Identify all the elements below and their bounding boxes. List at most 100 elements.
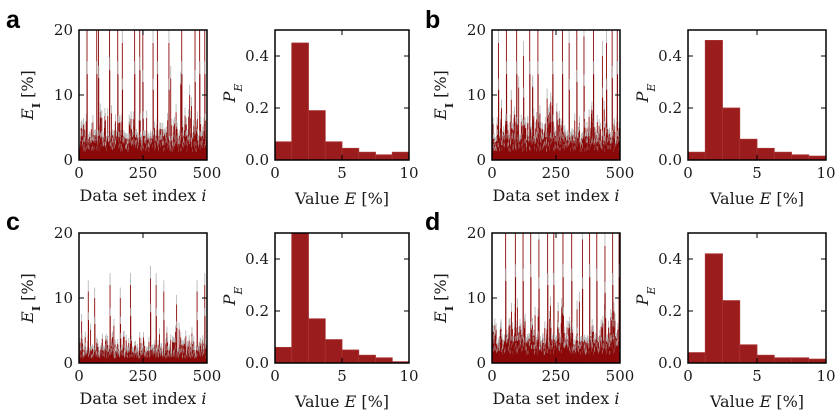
error-bar: [601, 340, 603, 345]
error-bar: [148, 133, 150, 139]
error-bar: [570, 131, 572, 137]
data-bar: [549, 305, 551, 363]
data-bar: [508, 326, 510, 363]
error-bar: [163, 280, 165, 292]
error-bar: [530, 321, 532, 329]
error-bar: [120, 348, 122, 353]
data-bar: [557, 125, 559, 160]
error-bar: [565, 333, 567, 339]
error-bar: [95, 131, 97, 137]
error-bar: [537, 128, 539, 134]
error-bar: [506, 113, 508, 122]
histogram-bar: [704, 40, 723, 161]
error-bar: [524, 321, 526, 328]
error-bar: [197, 347, 199, 352]
error-bar: [569, 321, 571, 328]
error-bar: [143, 345, 145, 350]
y-axis-label: EI [%]: [18, 273, 43, 324]
data-bar: [172, 342, 174, 363]
error-bar: [203, 124, 205, 132]
error-bar: [135, 340, 137, 346]
error-bar: [160, 122, 162, 130]
error-bar: [193, 141, 195, 146]
error-bar: [558, 326, 560, 334]
error-bar: [191, 336, 193, 342]
y-tick-label: 0.0: [658, 354, 682, 372]
data-bar: [85, 121, 87, 160]
error-bar: [515, 264, 517, 278]
error-bar: [203, 348, 205, 353]
error-bar: [588, 109, 590, 117]
error-bar: [527, 335, 529, 341]
error-bar: [600, 337, 602, 343]
error-bar: [79, 337, 81, 343]
error-bar: [174, 116, 176, 124]
error-bar: [592, 325, 594, 332]
error-bar: [178, 322, 180, 330]
histogram-bar: [274, 346, 293, 364]
error-bar: [512, 322, 513, 329]
data-bar: [589, 277, 591, 363]
error-bar: [502, 130, 504, 137]
data-bar: [90, 330, 92, 363]
error-bar: [139, 331, 141, 338]
error-bar: [81, 333, 83, 340]
error-bar: [200, 338, 202, 344]
error-bar: [497, 339, 499, 345]
data-bar: [97, 344, 98, 363]
error-bar: [159, 328, 160, 335]
error-bar: [604, 233, 606, 246]
error-bar: [202, 335, 204, 341]
error-bar: [205, 345, 207, 350]
error-bar: [597, 146, 599, 150]
error-bar: [494, 137, 496, 143]
y-tick-label: 0.0: [245, 354, 269, 372]
error-bar: [176, 321, 178, 328]
error-bar: [496, 338, 498, 344]
error-bar: [199, 341, 201, 347]
error-bar: [588, 126, 590, 133]
error-bar: [542, 134, 544, 140]
error-bar: [141, 346, 142, 351]
error-bar: [134, 341, 136, 347]
y-tick-label: 0.4: [245, 250, 269, 268]
error-bar: [519, 318, 521, 327]
error-bar: [525, 121, 527, 129]
error-bar: [509, 114, 511, 122]
data-bar: [557, 120, 559, 160]
y-tick-label: 0: [63, 151, 73, 169]
error-bar: [586, 337, 588, 343]
error-bar: [516, 117, 518, 125]
x-tick-label: 0: [683, 164, 693, 182]
error-bar: [526, 346, 528, 351]
error-bar: [548, 337, 550, 343]
x-axis-label: Value E [%]: [294, 189, 389, 208]
data-bar: [174, 123, 176, 160]
error-bar: [533, 137, 535, 142]
error-bar: [543, 134, 545, 140]
error-bar: [604, 121, 605, 128]
error-bar: [101, 110, 103, 118]
error-bar: [558, 110, 560, 119]
error-bar: [157, 351, 159, 356]
error-bar: [606, 127, 608, 134]
error-bar: [175, 325, 177, 332]
y-tick-label: 10: [54, 86, 73, 104]
error-bar: [171, 118, 173, 126]
histogram-bar: [341, 349, 360, 364]
error-bar: [605, 310, 607, 319]
error-bar: [152, 134, 153, 140]
error-bar: [577, 335, 579, 341]
error-bar: [159, 346, 161, 351]
data-bar: [184, 115, 186, 160]
error-bar: [127, 346, 128, 351]
data-bar: [157, 74, 159, 160]
data-bar: [184, 344, 186, 363]
error-bar: [174, 337, 176, 343]
error-bar: [502, 136, 504, 142]
data-bar: [588, 116, 590, 160]
error-bar: [580, 133, 582, 139]
error-bar: [559, 337, 561, 343]
error-bar: [193, 346, 195, 351]
error-bar: [111, 333, 113, 339]
